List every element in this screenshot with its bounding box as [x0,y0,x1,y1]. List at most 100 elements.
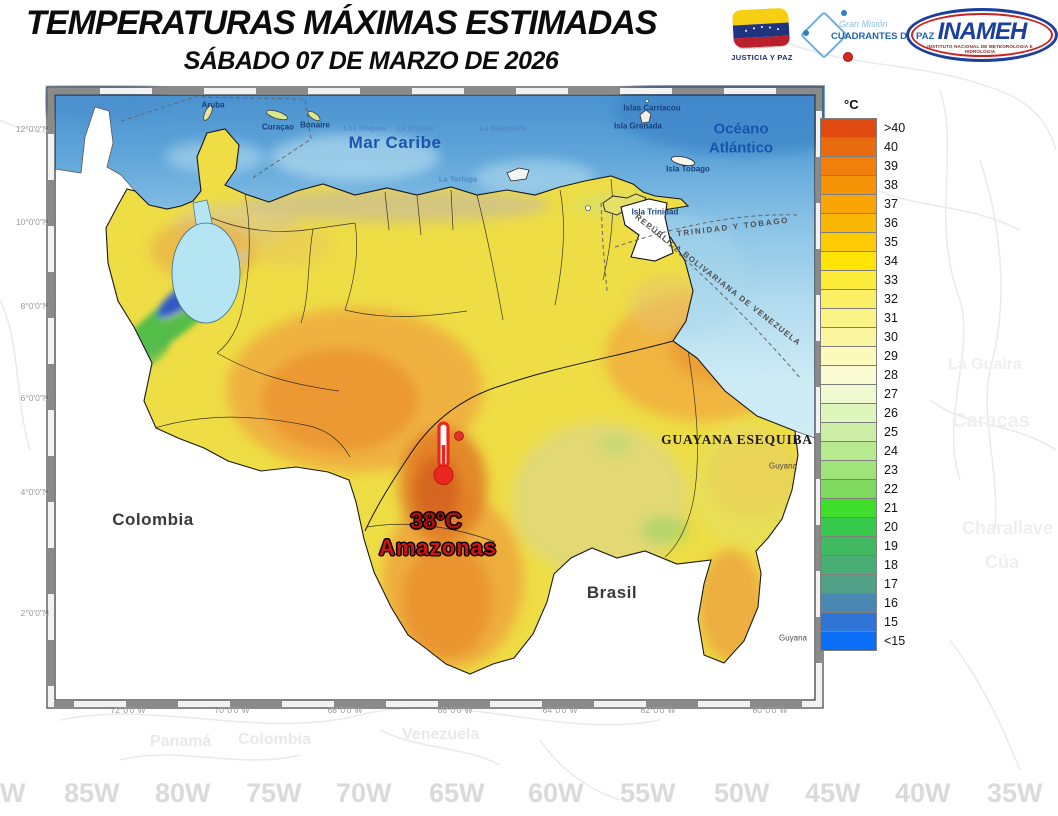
lake-maracaibo [171,199,241,324]
region-annotation-amazonas: Amazonas [378,535,498,560]
header: TEMPERATURAS MÁXIMAS ESTIMADAS SÁBADO 07… [26,4,716,76]
island-label-la-orchila: La Orchila [396,123,434,133]
legend-swatch [820,422,877,442]
legend-swatch [820,270,877,290]
lat-tick: 6°0'0"N [20,393,49,403]
watermark-lon-mark: 80W [155,778,211,808]
legend-row: 33 [820,270,905,290]
lon-tick: 66°0'0"W [437,705,473,715]
page-title: TEMPERATURAS MÁXIMAS ESTIMADAS [26,4,658,42]
venezuela-flag-logo: JUSTICIA Y PAZ [731,7,792,62]
legend-value: 26 [884,406,898,420]
lon-tick: 62°0'0"W [640,705,676,715]
legend-swatch [820,593,877,613]
watermark-lon-mark: W [0,778,26,808]
legend-value: <15 [884,634,906,648]
legend-swatch [820,232,877,252]
temperature-map: Aruba Curaçao Bonaire Los Roques La Orch… [16,85,825,715]
temperature-legend: °C >40 40 39 38 37 36 35 34 33 32 31 30 … [820,97,905,651]
lat-tick: 4°0'0"N [20,487,49,497]
island-label-isla-tobago: Isla Tobago [666,164,710,174]
sea-label-oceano-atlantico: Océano Atlántico [708,120,774,156]
watermark-city: Charallave [962,518,1054,538]
legend-swatch [820,479,877,499]
island-label-islas-carriacou: Islas Carriacou [623,103,681,113]
legend-swatch [820,308,877,328]
legend-row: 37 [820,194,905,214]
lat-tick: 2°0'0"N [20,608,49,618]
legend-row: 36 [820,213,905,233]
cuadrantes-de-paz-label: CUADRANTES DE PAZ [831,31,935,42]
lon-tick: 60°0'0"W [752,705,788,715]
legend-row: 25 [820,422,905,442]
legend-value: 27 [884,387,898,401]
legend-swatch [820,555,877,575]
legend-row: 24 [820,441,905,461]
lon-tick: 64°0'0"W [542,705,578,715]
island-label-la-tortuga: La Tortuga [438,174,478,184]
flag-icon [732,7,790,49]
lat-tick: 12°0'0"N [15,124,49,134]
legend-row: 23 [820,460,905,480]
legend-row: 38 [820,175,905,195]
legend-value: 37 [884,197,898,211]
lon-tick: 70°0'0"W [214,705,250,715]
legend-row: 40 [820,137,905,157]
island-label-aruba: Aruba [201,100,225,110]
venezuela-temperature-map-canvas [45,85,825,709]
gran-mision-label: Gran Misión [839,19,888,29]
watermark-lon-mark: 50W [714,778,770,808]
country-label-guyana-south: Guyana [778,633,808,643]
legend-swatch [820,574,877,594]
legend-row: 39 [820,156,905,176]
legend-swatch [820,118,877,138]
legend-row: 27 [820,384,905,404]
inameh-name: INAMEH [937,18,1028,45]
island-label-los-roques: Los Roques [343,123,387,133]
legend-value: 24 [884,444,898,458]
legend-row: <15 [820,631,906,651]
watermark-lon-mark: 65W [429,778,485,808]
legend-value: 34 [884,254,898,268]
legend-row: 18 [820,555,905,575]
island-label-la-blanquilla: La Blanquilla [479,123,527,133]
legend-value: 40 [884,140,898,154]
legend-value: 23 [884,463,898,477]
lat-tick: 10°0'0"N [15,217,49,227]
hotspot-dot [454,431,464,441]
legend-row: 17 [820,574,905,594]
maritime-boundaries [120,96,802,380]
legend-row: 26 [820,403,905,423]
legend-swatch [820,194,877,214]
legend-value: 32 [884,292,898,306]
legend-value: 38 [884,178,898,192]
legend-row: 34 [820,251,905,271]
watermark-lon-mark: 70W [336,778,392,808]
island-label-isla-trinidad: Isla Trinidad [631,207,679,217]
state-boundaries [154,178,698,558]
region-label-guayana-esequiba: GUAYANA ESEQUIBA [661,432,813,447]
watermark-country: Venezuela [402,726,480,743]
thermometer-icon [433,421,454,485]
legend-value: 29 [884,349,898,363]
legend-swatch [820,213,877,233]
legend-value: 25 [884,425,898,439]
legend-row: 29 [820,346,905,366]
justicia-y-paz-label: JUSTICIA Y PAZ [731,53,793,62]
watermark-lon-mark: 45W [805,778,861,808]
legend-value: 39 [884,159,898,173]
legend-swatch [820,612,877,632]
legend-swatch [820,384,877,404]
legend-row: 16 [820,593,905,613]
map-pin-icon [843,52,853,62]
watermark-lon-mark: 85W [64,778,120,808]
islands [203,99,696,262]
watermark-lon-mark: 35W [987,778,1043,808]
legend-value: 19 [884,539,898,553]
temperature-annotation: 38°C [410,507,462,534]
legend-value: 22 [884,482,898,496]
legend-swatch [820,289,877,309]
legend-value: 21 [884,501,898,515]
watermark-lon-mark: 55W [620,778,676,808]
island-label-bonaire: Bonaire [300,120,330,130]
